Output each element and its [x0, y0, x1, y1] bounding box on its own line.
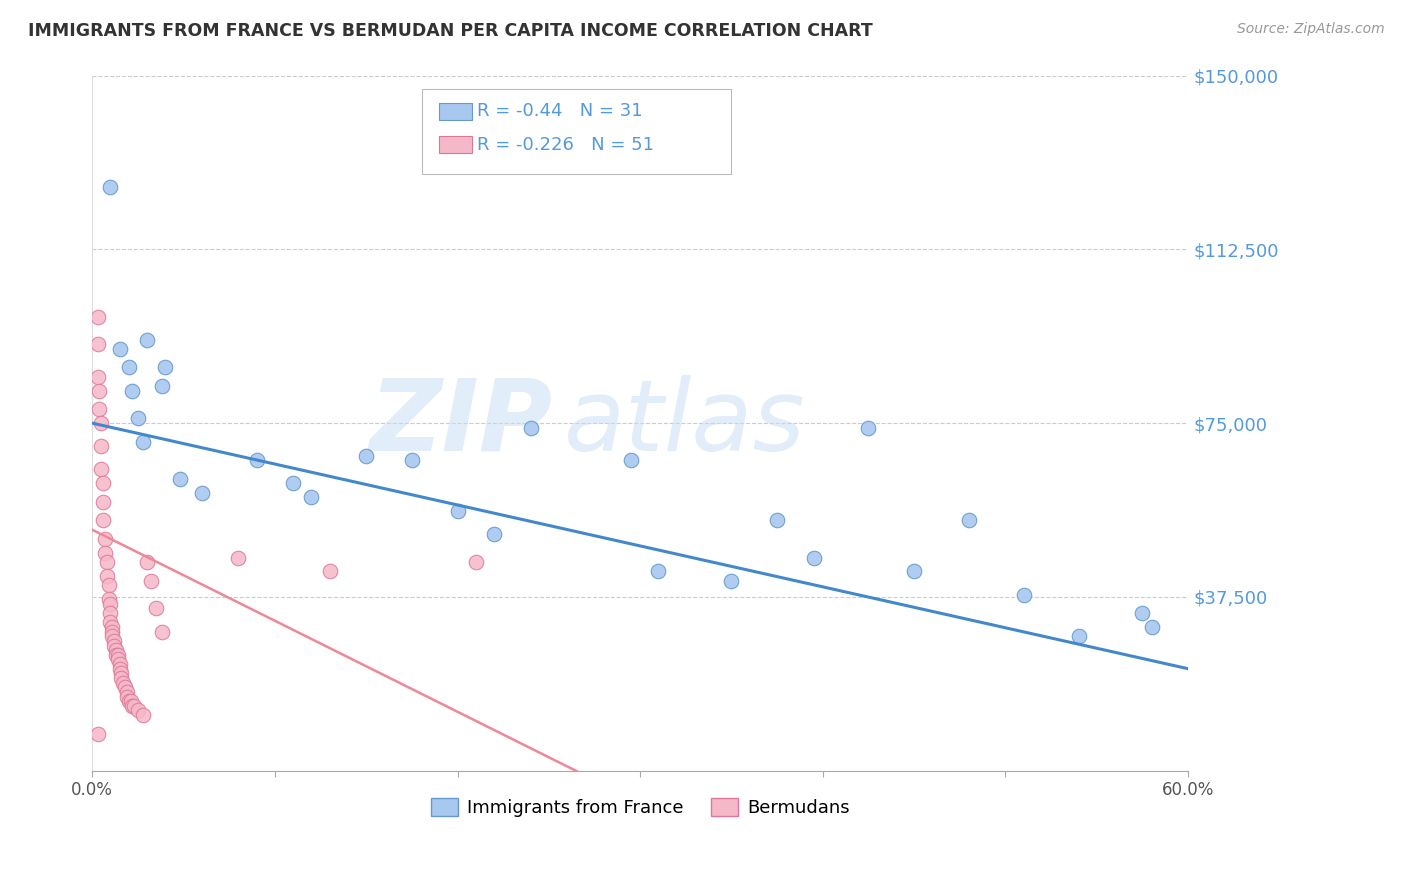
Point — [191, 485, 214, 500]
Point — [97, 578, 120, 592]
Point — [1067, 629, 1090, 643]
Point — [89, 384, 111, 398]
Point — [121, 698, 143, 713]
Point — [86, 337, 108, 351]
Point — [118, 694, 141, 708]
Point — [858, 421, 880, 435]
Point — [100, 615, 122, 630]
Point — [96, 569, 118, 583]
Point — [101, 620, 124, 634]
Point — [903, 565, 925, 579]
Point — [1140, 620, 1163, 634]
Text: R = -0.44   N = 31: R = -0.44 N = 31 — [477, 103, 643, 120]
Point — [150, 379, 173, 393]
Point — [90, 416, 112, 430]
Point — [94, 546, 117, 560]
Point — [107, 652, 129, 666]
Point — [104, 648, 127, 662]
Point — [103, 634, 125, 648]
Point — [299, 490, 322, 504]
Point — [91, 476, 114, 491]
Point — [136, 555, 159, 569]
Point — [110, 666, 132, 681]
Point — [115, 690, 138, 704]
Text: atlas: atlas — [564, 375, 806, 472]
Legend: Immigrants from France, Bermudans: Immigrants from France, Bermudans — [423, 790, 856, 824]
Point — [150, 624, 173, 639]
Text: R = -0.226   N = 51: R = -0.226 N = 51 — [477, 136, 654, 153]
Point — [127, 703, 149, 717]
Point — [91, 513, 114, 527]
Point — [1012, 588, 1035, 602]
Point — [91, 495, 114, 509]
Point — [108, 342, 131, 356]
Point — [89, 402, 111, 417]
Point — [136, 333, 159, 347]
Point — [132, 434, 155, 449]
Point — [108, 662, 131, 676]
Point — [245, 453, 267, 467]
Point — [145, 601, 167, 615]
Point — [226, 550, 249, 565]
Point — [957, 513, 980, 527]
Point — [766, 513, 789, 527]
Point — [318, 565, 340, 579]
Point — [86, 726, 108, 740]
Point — [108, 657, 131, 672]
Point — [127, 411, 149, 425]
Point — [115, 685, 138, 699]
Point — [401, 453, 423, 467]
Point — [97, 592, 120, 607]
Point — [482, 527, 505, 541]
Point — [118, 360, 141, 375]
Point — [121, 384, 143, 398]
Point — [90, 439, 112, 453]
Text: Source: ZipAtlas.com: Source: ZipAtlas.com — [1237, 22, 1385, 37]
Point — [86, 310, 108, 324]
Point — [100, 179, 122, 194]
Point — [519, 421, 541, 435]
Point — [101, 629, 124, 643]
Point — [96, 555, 118, 569]
Point — [354, 449, 377, 463]
Point — [139, 574, 162, 588]
Point — [100, 606, 122, 620]
Point — [112, 675, 135, 690]
Point — [104, 643, 127, 657]
Point — [155, 360, 177, 375]
Point — [86, 369, 108, 384]
Point — [107, 648, 129, 662]
Point — [446, 504, 468, 518]
Point — [1132, 606, 1154, 620]
Point — [132, 708, 155, 723]
Point — [647, 565, 669, 579]
Point — [620, 453, 643, 467]
Text: ZIP: ZIP — [370, 375, 553, 472]
Point — [110, 671, 132, 685]
Point — [94, 532, 117, 546]
Text: IMMIGRANTS FROM FRANCE VS BERMUDAN PER CAPITA INCOME CORRELATION CHART: IMMIGRANTS FROM FRANCE VS BERMUDAN PER C… — [28, 22, 873, 40]
Point — [169, 472, 191, 486]
Point — [101, 624, 124, 639]
Point — [464, 555, 486, 569]
Point — [100, 597, 122, 611]
Point — [720, 574, 742, 588]
Point — [120, 694, 142, 708]
Point — [803, 550, 825, 565]
Point — [90, 462, 112, 476]
Point — [281, 476, 304, 491]
Point — [114, 680, 136, 694]
Point — [122, 698, 145, 713]
Point — [103, 639, 125, 653]
